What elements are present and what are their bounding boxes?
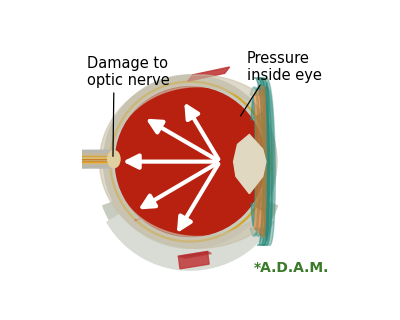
Text: *A.D.A.M.: *A.D.A.M. xyxy=(254,261,330,275)
FancyBboxPatch shape xyxy=(75,150,113,168)
Circle shape xyxy=(112,84,268,240)
Wedge shape xyxy=(103,174,278,267)
FancyBboxPatch shape xyxy=(77,154,111,164)
Polygon shape xyxy=(260,78,275,245)
Polygon shape xyxy=(178,252,209,269)
Polygon shape xyxy=(188,67,230,81)
Polygon shape xyxy=(135,192,190,221)
Polygon shape xyxy=(251,83,269,240)
Circle shape xyxy=(110,81,271,242)
Text: Pressure
inside eye: Pressure inside eye xyxy=(247,51,322,83)
Ellipse shape xyxy=(108,150,120,168)
Polygon shape xyxy=(100,75,256,248)
Polygon shape xyxy=(257,78,272,245)
Wedge shape xyxy=(107,174,274,270)
Text: Damage to
optic nerve: Damage to optic nerve xyxy=(87,56,170,88)
Polygon shape xyxy=(254,78,269,245)
Circle shape xyxy=(115,87,265,236)
Circle shape xyxy=(104,75,277,248)
Polygon shape xyxy=(234,134,266,194)
